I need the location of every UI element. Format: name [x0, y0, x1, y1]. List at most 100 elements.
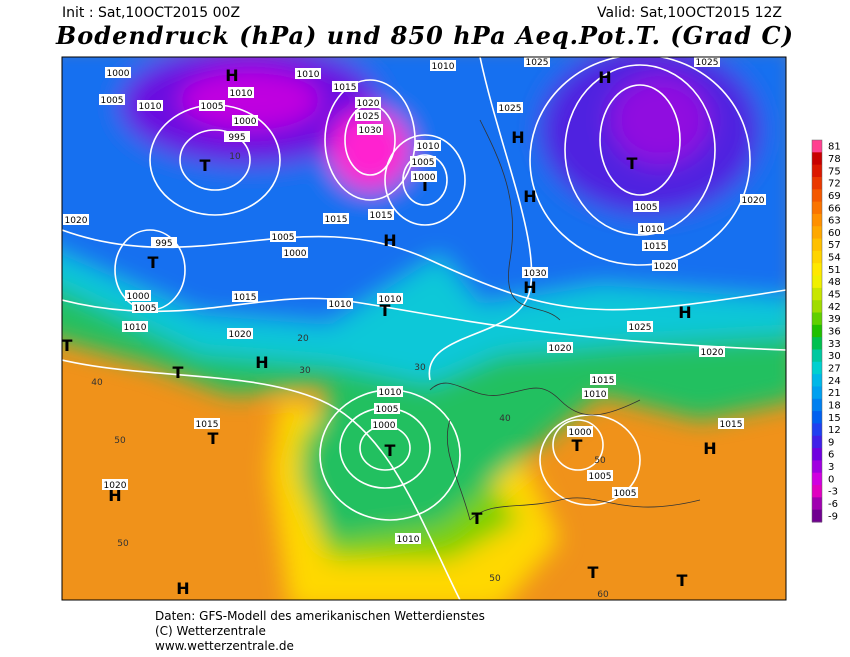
isobar-label-box: [410, 156, 436, 167]
colorbar-label: 9: [828, 437, 834, 448]
isobar-label: 1030: [359, 126, 382, 136]
isobar-label: 1010: [584, 390, 607, 400]
temperature-label: 50: [117, 539, 129, 549]
isobar-label-box: [694, 57, 720, 67]
colorbar-segment: [812, 164, 822, 178]
isobar-label-box: [395, 533, 421, 544]
temperature-field: [62, 57, 786, 600]
isobar-label-box: [612, 487, 638, 498]
isobar-label: 1010: [329, 300, 352, 310]
isobar-label-box: [224, 131, 250, 142]
isobar-label-box: [232, 115, 258, 126]
colorbar-segment: [812, 509, 822, 523]
isobar-label: 1000: [234, 117, 257, 127]
isobar-label-box: [282, 247, 308, 258]
isobar-label: 1000: [127, 292, 150, 302]
colorbar-segment: [812, 435, 822, 449]
isobar-label: 1000: [569, 428, 592, 438]
init-time: Init : Sat,10OCT2015 00Z: [62, 5, 240, 21]
isobar-label-box: [132, 302, 158, 313]
isobar-label: 1025: [696, 58, 719, 68]
isobar-label-box: [199, 100, 225, 111]
pressure-center: T: [588, 563, 599, 582]
isobar-label-box: [99, 94, 125, 105]
colorbar-label: 54: [828, 253, 841, 264]
colorbar-label: 39: [828, 314, 841, 325]
isobar-label: 1020: [549, 344, 572, 354]
isobar-label-box: [102, 479, 128, 490]
colorbar-label: 63: [828, 216, 841, 227]
isobar-label-box: [627, 321, 653, 332]
isobar-label-box: [633, 201, 659, 212]
colorbar-label: 69: [828, 191, 841, 202]
colorbar-segment: [812, 287, 822, 301]
isobar-label: 1010: [230, 89, 253, 99]
isobar-label: 1030: [524, 269, 547, 279]
data-source: Daten: GFS-Modell des amerikanischen Wet…: [155, 609, 485, 623]
colorbar-segment: [812, 226, 822, 240]
colorbar-label: 15: [828, 413, 841, 424]
isobar-label: 1010: [379, 295, 402, 305]
isobar-label: 1010: [397, 535, 420, 545]
colorbar-segment: [812, 398, 822, 412]
isobar-label-box: [105, 67, 131, 78]
isobar-label: 1005: [614, 489, 637, 499]
isobar-label: 1025: [499, 104, 522, 114]
pressure-center: H: [176, 579, 189, 598]
colorbar-label: 78: [828, 154, 841, 165]
isobars: [62, 57, 786, 600]
isobar-label: 1015: [334, 83, 357, 93]
pressure-center: T: [148, 253, 159, 272]
isobar-label-box: [295, 68, 321, 79]
isobar-label-box: [371, 419, 397, 430]
colorbar-label: 48: [828, 277, 841, 288]
isobar-label: 1010: [297, 70, 320, 80]
copyright: (C) Wetterzentrale: [155, 624, 266, 638]
isobar-label-box: [587, 470, 613, 481]
isobar-label-box: [524, 57, 550, 67]
colorbar-label: 24: [828, 376, 841, 387]
colorbar-label: -6: [828, 499, 838, 510]
isobar-label-box: [740, 194, 766, 205]
isobar-label: 1025: [629, 323, 652, 333]
colorbar-label: 75: [828, 166, 841, 177]
isobar-label: 995: [155, 239, 172, 249]
pressure-center: H: [598, 68, 611, 87]
colorbar-label: 33: [828, 339, 841, 350]
isobar-label-box: [590, 374, 616, 385]
temperature-label: 40: [91, 378, 103, 388]
isobar-label: 1010: [139, 102, 162, 112]
colorbar-label: 18: [828, 400, 841, 411]
temperature-label: 10: [229, 152, 241, 162]
colorbar-segment: [812, 189, 822, 203]
isobar-label-box: [194, 418, 220, 429]
map-title: Bodendruck (hPa) und 850 hPa Aeq.Pot.T. …: [55, 21, 794, 50]
colorbar-segment: [812, 275, 822, 289]
colorbar-segment: [812, 448, 822, 461]
isobar-label: 1000: [284, 249, 307, 259]
pressure-center: T: [385, 441, 396, 460]
colorbar-label: 42: [828, 302, 841, 313]
colorbar-segment: [812, 485, 822, 498]
isobar-label-box: [355, 97, 381, 108]
colorbar-segment: [812, 312, 822, 326]
colorbar-label: 12: [828, 425, 841, 436]
isobar-label-box: [377, 386, 403, 397]
colorbar-label: -3: [828, 487, 838, 498]
isobar-label: 1020: [654, 262, 677, 272]
isobar-label: 1015: [196, 420, 219, 430]
isobar-label: 1005: [589, 472, 612, 482]
pressure-center: H: [383, 231, 396, 250]
isobar-label: 1015: [370, 211, 393, 221]
colorbar-segment: [812, 337, 822, 350]
isobar-label-box: [374, 403, 400, 414]
isobar-label-box: [718, 418, 744, 429]
pressure-center: H: [703, 439, 716, 458]
pressure-center: T: [677, 571, 688, 590]
pressure-center: T: [62, 336, 73, 355]
colorbar-label: 57: [828, 240, 841, 251]
pressure-center: T: [208, 429, 219, 448]
colorbar-segment: [812, 300, 822, 314]
